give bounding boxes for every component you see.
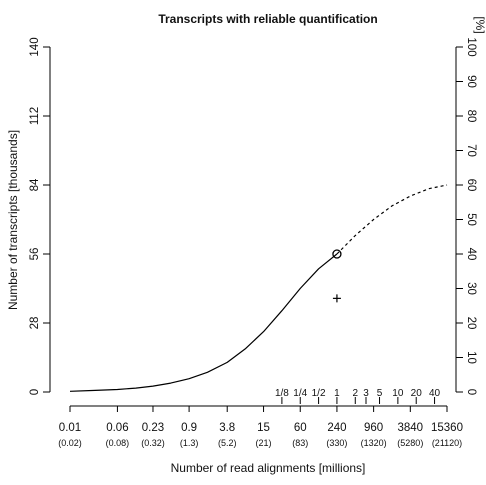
relative-tick-label: 5 [377,388,383,399]
relative-tick-label: 3 [363,388,369,399]
y-axis-left-tick-label: 112 [29,107,41,125]
x-axis-secondary-label: (21120) [432,438,462,448]
x-axis-tick-label: 3.8 [219,422,235,434]
x-axis-tick-label: 0.9 [181,422,197,434]
x-axis-tick-label: 60 [294,422,307,434]
y-axis-right-tick-label: 0 [465,389,477,395]
x-axis-tick-label: 3840 [398,422,424,434]
axes-group: 028568411214001020304050607080901000.01(… [29,37,477,448]
x-axis-tick-label: 960 [364,422,383,434]
y-axis-right-tick-label: 80 [465,110,477,123]
x-axis-secondary-label: (5280) [397,438,423,448]
x-axis-secondary-label: (0.02) [58,438,82,448]
x-axis-secondary-label: (5.2) [218,438,237,448]
y-axis-left-tick-label: 28 [29,317,41,330]
x-axis-secondary-label: (0.08) [106,438,130,448]
chart-title: Transcripts with reliable quantification [158,12,377,26]
solid-series-line [69,253,338,392]
relative-tick-label: 1/8 [275,388,289,399]
relative-tick-label: 1/4 [293,388,307,399]
y-axis-left-tick-label: 0 [29,389,41,395]
x-axis-secondary-label: (21) [256,438,272,448]
x-axis-secondary-label: (83) [292,438,308,448]
relative-tick-label: 10 [392,388,404,399]
relative-tick-label: 2 [352,388,358,399]
relative-tick-label: 1 [334,388,340,399]
x-axis-label: Number of read alignments [millions] [171,461,366,475]
y-axis-right-tick-label: 50 [465,213,477,226]
x-axis-secondary-label: (1.3) [180,438,199,448]
plot-area [69,184,448,392]
y-axis-left-tick-label: 84 [29,178,41,191]
dashed-series-line [336,184,448,255]
y-axis-right-tick-label: 30 [465,282,477,295]
x-axis-tick-label: 240 [327,422,346,434]
y-axis-right-label: [%] [473,16,486,33]
y-axis-right-tick-label: 20 [465,317,477,330]
y-axis-left-label: Number of transcripts [thousands] [6,130,20,310]
x-axis-tick-label: 15 [257,422,270,434]
y-axis-right-tick-label: 70 [465,144,477,157]
relative-tick-label: 1/2 [312,388,326,399]
y-axis-right-tick-label: 40 [465,248,477,261]
y-axis-left-tick-label: 140 [29,37,41,56]
x-axis-tick-label: 0.06 [106,422,128,434]
x-axis-secondary-label: (330) [326,438,347,448]
y-axis-right-tick-label: 100 [465,37,477,56]
x-axis-secondary-label: (1320) [361,438,387,448]
relative-tick-label: 40 [429,388,441,399]
y-axis-right-tick-label: 60 [465,179,477,192]
y-axis-right-tick-label: 10 [465,351,477,364]
relative-tick-label: 20 [411,388,423,399]
x-axis-tick-label: 0.01 [59,422,81,434]
x-axis-secondary-label: (0.32) [141,438,165,448]
circle-marker [332,249,342,259]
y-axis-left-tick-label: 56 [29,248,41,261]
x-axis-tick-label: 15360 [431,422,463,434]
x-axis-tick-label: 0.23 [142,422,164,434]
y-axis-right-tick-label: 90 [465,75,477,88]
